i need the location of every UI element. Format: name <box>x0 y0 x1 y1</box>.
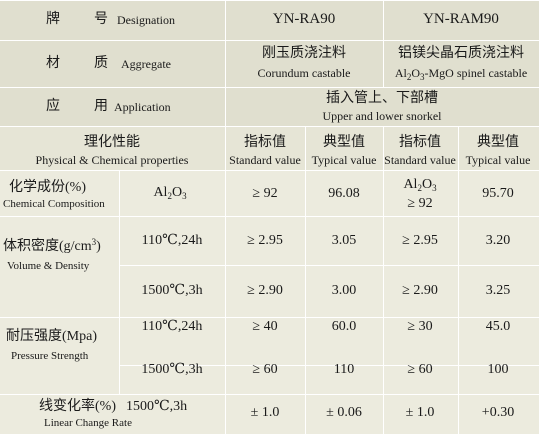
application-label-en: Application <box>114 100 171 114</box>
chem-ram90-standard-line2: ≥ 92 <box>407 196 433 211</box>
aggregate-label-zh1: 材 <box>46 56 60 71</box>
chem-ram90-standard-line1: Al2O3 <box>403 177 437 193</box>
props-band <box>0 126 539 170</box>
chem-ra90-typical: 96.08 <box>328 186 360 201</box>
density-110-ra90-typical: 3.05 <box>331 233 357 248</box>
standard-header-en-2: Standard value <box>384 153 456 167</box>
density-110-ram90-standard: ≥ 2.95 <box>402 233 438 248</box>
product-ram90: YN-RAM90 <box>423 11 499 27</box>
strength-110-ram90-typical: 45.0 <box>485 319 511 334</box>
chem-ram90-typical: 95.70 <box>482 186 514 201</box>
props-header-en: Physical & Chemical properties <box>35 153 189 167</box>
product-ra90: YN-RA90 <box>272 11 336 27</box>
chem-ra90-standard: ≥ 92 <box>252 186 278 201</box>
aggregate-ra90-zh: 刚玉质浇注料 <box>262 46 346 61</box>
strength-1500-ram90-standard: ≥ 60 <box>407 362 433 377</box>
application-label-zh1: 应 <box>46 99 60 114</box>
grid-line <box>119 170 120 394</box>
strength-1500-ram90-typical: 100 <box>487 362 509 377</box>
aggregate-label-zh2: 质 <box>94 56 108 71</box>
linear-ra90-typical: ± 0.06 <box>326 405 362 420</box>
strength-cond-1500: 1500℃,3h <box>141 362 203 377</box>
density-cond-110: 110℃,24h <box>141 233 203 248</box>
density-1500-ra90-standard: ≥ 2.90 <box>247 283 283 298</box>
linear-ra90-standard: ± 1.0 <box>250 405 280 420</box>
application-label-zh2: 用 <box>94 99 108 114</box>
grid-line <box>0 170 539 171</box>
density-cond-1500: 1500℃,3h <box>141 283 203 298</box>
application-value-en: Upper and lower snorkel <box>322 109 442 123</box>
grid-line <box>119 365 539 366</box>
chem-label-zh: 化学成份(%) <box>9 180 86 195</box>
chem-condition: Al2O3 <box>153 185 187 201</box>
linear-label-en: Linear Change Rate <box>44 417 132 429</box>
grid-line <box>0 40 539 41</box>
grid-line <box>383 0 384 87</box>
props-header-zh: 理化性能 <box>84 135 140 150</box>
designation-label-zh1: 牌 <box>46 12 60 27</box>
designation-label-en: Designation <box>117 13 175 27</box>
grid-line <box>0 87 539 88</box>
grid-line <box>0 0 539 1</box>
grid-line <box>119 265 539 266</box>
linear-ram90-standard: ± 1.0 <box>405 405 435 420</box>
chem-label-en: Chemical Composition <box>3 198 105 210</box>
grid-line <box>0 216 539 217</box>
strength-label-en: Pressure Strength <box>11 350 89 362</box>
density-label-en: Volume & Density <box>7 260 90 272</box>
grid-line <box>225 0 226 434</box>
standard-header-en-1: Standard value <box>229 153 301 167</box>
standard-header-zh-2: 指标值 <box>399 135 441 150</box>
grid-line <box>383 126 384 434</box>
aggregate-ram90-en: Al2O3-MgO spinel castable <box>394 66 528 82</box>
grid-line <box>0 394 539 395</box>
standard-header-zh-1: 指标值 <box>244 135 286 150</box>
typical-header-en-2: Typical value <box>465 153 531 167</box>
density-110-ra90-standard: ≥ 2.95 <box>247 233 283 248</box>
strength-110-ra90-standard: ≥ 40 <box>252 319 278 334</box>
body-band <box>0 170 539 434</box>
strength-1500-ra90-standard: ≥ 60 <box>252 362 278 377</box>
typical-header-zh-2: 典型值 <box>477 135 519 150</box>
density-label-zh: 体积密度(g/cm3) <box>3 237 101 254</box>
density-1500-ram90-standard: ≥ 2.90 <box>402 283 438 298</box>
density-1500-ram90-typical: 3.25 <box>485 283 511 298</box>
linear-label-zh: 线变化率(%) <box>39 399 116 414</box>
strength-label-zh: 耐压强度(Mpa) <box>6 329 97 344</box>
strength-1500-ra90-typical: 110 <box>333 362 355 377</box>
designation-label-zh2: 号 <box>94 12 108 27</box>
linear-condition: 1500℃,3h <box>126 399 188 414</box>
strength-cond-110: 110℃,24h <box>141 319 203 334</box>
typical-header-zh-1: 典型值 <box>323 135 365 150</box>
typical-header-en-1: Typical value <box>311 153 377 167</box>
strength-110-ra90-typical: 60.0 <box>331 319 357 334</box>
grid-line <box>305 126 306 434</box>
aggregate-ram90-zh: 铝镁尖晶石质浇注料 <box>398 46 524 61</box>
linear-ram90-typical: +0.30 <box>481 405 515 420</box>
application-value-zh: 插入管上、下部槽 <box>326 91 438 106</box>
grid-line <box>458 126 459 434</box>
strength-110-ram90-standard: ≥ 30 <box>407 319 433 334</box>
header-band <box>0 0 539 126</box>
grid-line <box>0 126 539 127</box>
density-1500-ra90-typical: 3.00 <box>331 283 357 298</box>
aggregate-ra90-en: Corundum castable <box>257 66 351 80</box>
aggregate-label-en: Aggregate <box>121 57 171 71</box>
density-110-ram90-typical: 3.20 <box>485 233 511 248</box>
grid-line <box>0 317 539 318</box>
